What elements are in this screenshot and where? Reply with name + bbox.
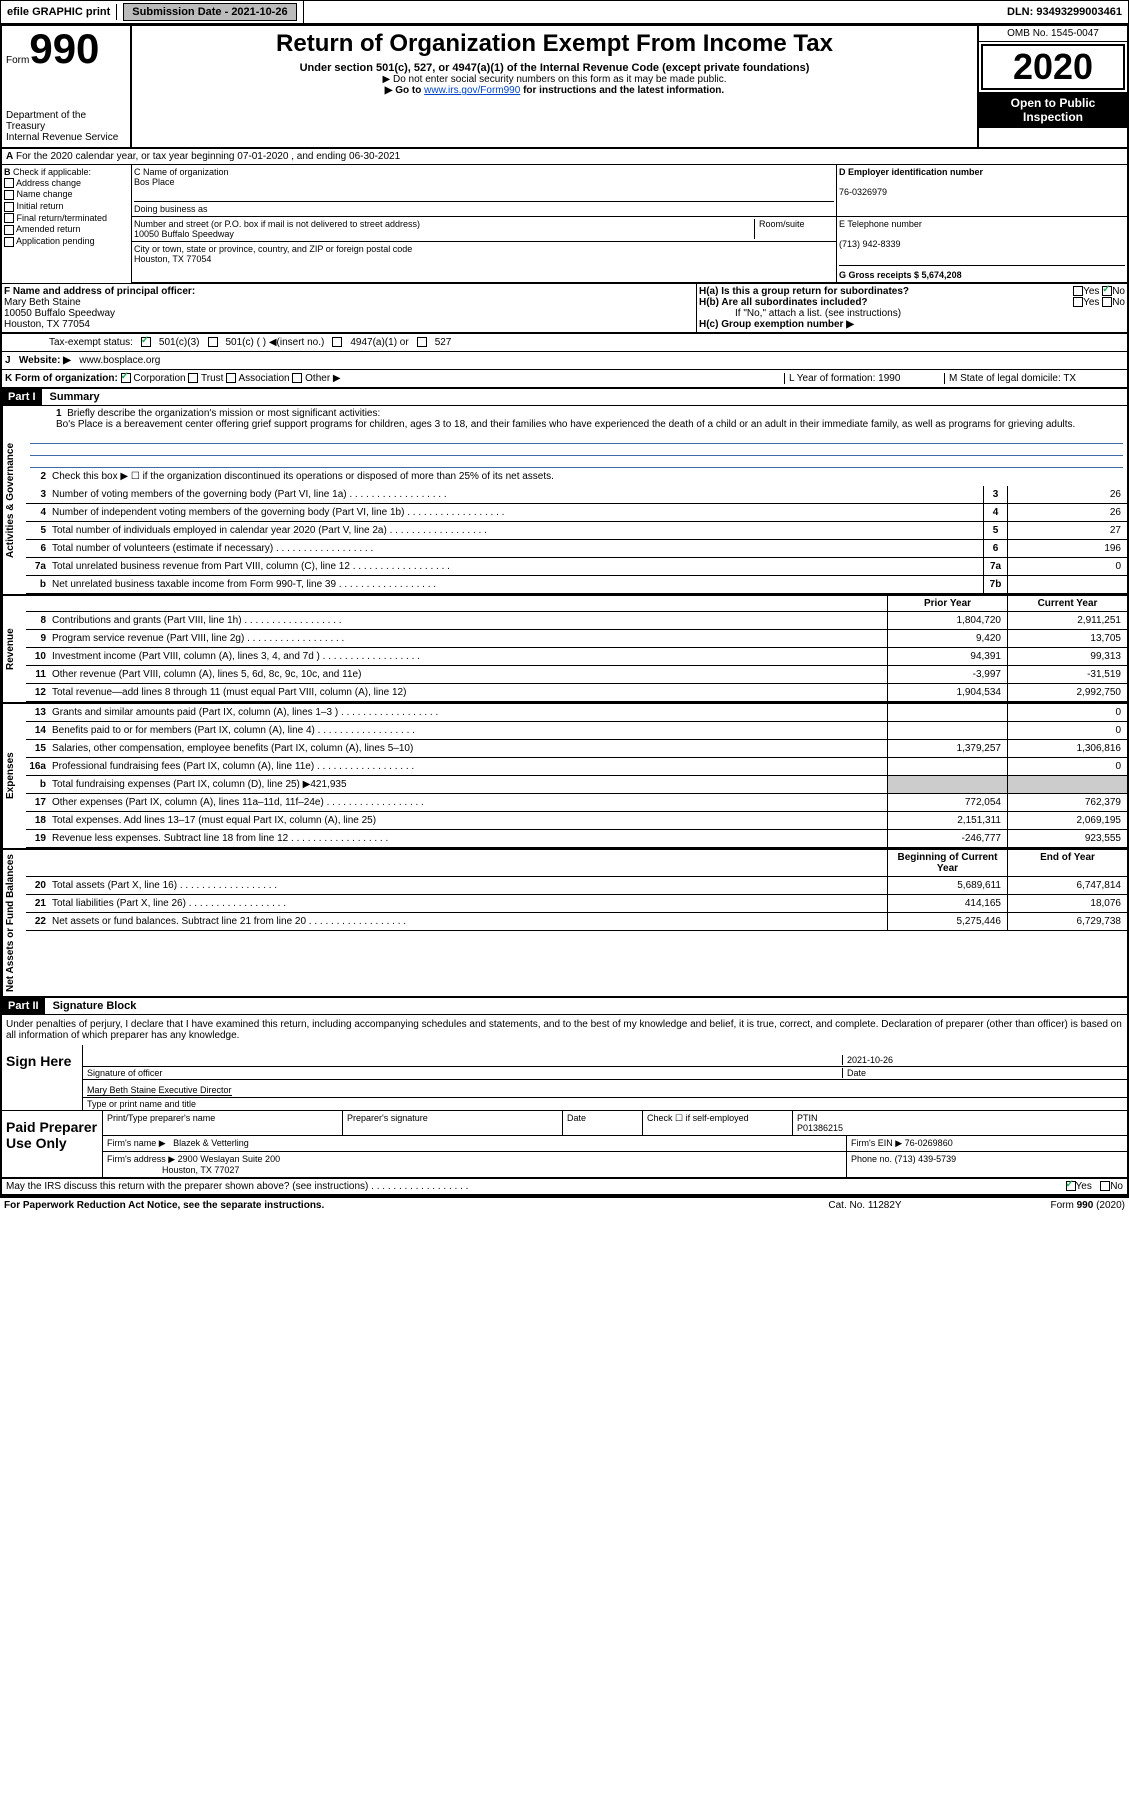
addr-city: City or town, state or province, country… <box>132 242 836 266</box>
omb-number: OMB No. 1545-0047 <box>979 26 1127 42</box>
form-org-row: K Form of organization: Corporation Trus… <box>2 370 1127 389</box>
paid-preparer-block: Paid Preparer Use Only Print/Type prepar… <box>2 1111 1127 1179</box>
dln-label: DLN: 93493299003461 <box>1001 4 1128 20</box>
period-row: A For the 2020 calendar year, or tax yea… <box>2 149 1127 165</box>
line-2: Check this box ▶ ☐ if the organization d… <box>50 469 1127 484</box>
form-header: Form990 Department of the Treasury Inter… <box>2 26 1127 149</box>
side-revenue: Revenue <box>2 596 26 702</box>
form-label: Form <box>6 55 29 66</box>
line-19: Revenue less expenses. Subtract line 18 … <box>50 831 887 846</box>
line-10: Investment income (Part VIII, column (A)… <box>50 649 887 664</box>
submission-date-button[interactable]: Submission Date - 2021-10-26 <box>123 3 296 21</box>
beginning-year-header: Beginning of Current Year <box>887 850 1007 876</box>
line-16a: Professional fundraising fees (Part IX, … <box>50 759 887 774</box>
form-title: Return of Organization Exempt From Incom… <box>136 30 973 58</box>
line-18: Total expenses. Add lines 13–17 (must eq… <box>50 813 887 828</box>
efile-label: efile GRAPHIC print <box>1 4 117 20</box>
part2-header: Part II Signature Block <box>2 998 1127 1015</box>
line-7a: Total unrelated business revenue from Pa… <box>50 559 983 574</box>
footer: For Paperwork Reduction Act Notice, see … <box>0 1198 1129 1213</box>
line-5: Total number of individuals employed in … <box>50 523 983 538</box>
part1-header: Part I Summary <box>2 389 1127 406</box>
current-year-header: Current Year <box>1007 596 1127 611</box>
line-3: Number of voting members of the governin… <box>50 487 983 502</box>
box-g-receipts: G Gross receipts $ 5,674,208 <box>839 270 962 280</box>
box-c-name: C Name of organization Bos Place Doing b… <box>132 165 837 216</box>
submission-date: Submission Date - 2021-10-26 <box>117 1 303 23</box>
line-11: Other revenue (Part VIII, column (A), li… <box>50 667 887 682</box>
side-expenses: Expenses <box>2 704 26 848</box>
line-20: Total assets (Part X, line 16) <box>50 878 887 893</box>
instructions-link[interactable]: www.irs.gov/Form990 <box>424 85 520 96</box>
line-1: 1 Briefly describe the organization's mi… <box>26 406 1127 432</box>
signature-intro: Under penalties of perjury, I declare th… <box>2 1015 1127 1045</box>
line-13: Grants and similar amounts paid (Part IX… <box>50 705 887 720</box>
line-8: Contributions and grants (Part VIII, lin… <box>50 613 887 628</box>
addr-street: Number and street (or P.O. box if mail i… <box>134 219 754 239</box>
tax-status-row: Tax-exempt status: 501(c)(3) 501(c) ( ) … <box>2 333 1127 352</box>
line-17: Other expenses (Part IX, column (A), lin… <box>50 795 887 810</box>
side-net-assets: Net Assets or Fund Balances <box>2 850 26 996</box>
note-link: ▶ Go to www.irs.gov/Form990 for instruct… <box>136 85 973 96</box>
side-activities: Activities & Governance <box>2 406 26 594</box>
top-toolbar: efile GRAPHIC print Submission Date - 20… <box>0 0 1129 24</box>
open-public-badge: Open to Public Inspection <box>979 92 1127 128</box>
line-7b: Net unrelated business taxable income fr… <box>50 577 983 592</box>
box-m-state: M State of legal domicile: TX <box>944 373 1124 384</box>
line-12: Total revenue—add lines 8 through 11 (mu… <box>50 685 887 700</box>
form-subtitle: Under section 501(c), 527, or 4947(a)(1)… <box>136 62 973 74</box>
website-row: J Website: ▶ www.bosplace.org <box>2 352 1127 370</box>
tax-year: 2020 <box>981 44 1125 90</box>
form-version: Form 990 (2020) <box>965 1200 1125 1211</box>
form-number: 990 <box>29 25 99 72</box>
box-e-phone: E Telephone number (713) 942-8339 G Gros… <box>837 217 1127 282</box>
prior-year-header: Prior Year <box>887 596 1007 611</box>
box-b: B Check if applicable: Address change Na… <box>2 165 132 283</box>
dept-label: Department of the Treasury Internal Reve… <box>6 108 126 143</box>
end-year-header: End of Year <box>1007 850 1127 876</box>
line-16b: Total fundraising expenses (Part IX, col… <box>50 777 887 792</box>
line-15: Salaries, other compensation, employee b… <box>50 741 887 756</box>
line-6: Total number of volunteers (estimate if … <box>50 541 983 556</box>
note-ssn: ▶ Do not enter social security numbers o… <box>136 74 973 85</box>
line-9: Program service revenue (Part VIII, line… <box>50 631 887 646</box>
room-suite: Room/suite <box>754 219 834 239</box>
line-21: Total liabilities (Part X, line 26) <box>50 896 887 911</box>
box-d-ein: D Employer identification number 76-0326… <box>837 165 1127 216</box>
line-4: Number of independent voting members of … <box>50 505 983 520</box>
box-l-year: L Year of formation: 1990 <box>784 373 944 384</box>
line-22: Net assets or fund balances. Subtract li… <box>50 914 887 929</box>
line-14: Benefits paid to or for members (Part IX… <box>50 723 887 738</box>
box-f-officer: F Name and address of principal officer:… <box>2 284 697 332</box>
sign-here-block: Sign Here 2021-10-26 Signature of office… <box>2 1045 1127 1111</box>
discuss-row: May the IRS discuss this return with the… <box>2 1179 1127 1196</box>
box-h: H(a) Is this a group return for subordin… <box>697 284 1127 332</box>
